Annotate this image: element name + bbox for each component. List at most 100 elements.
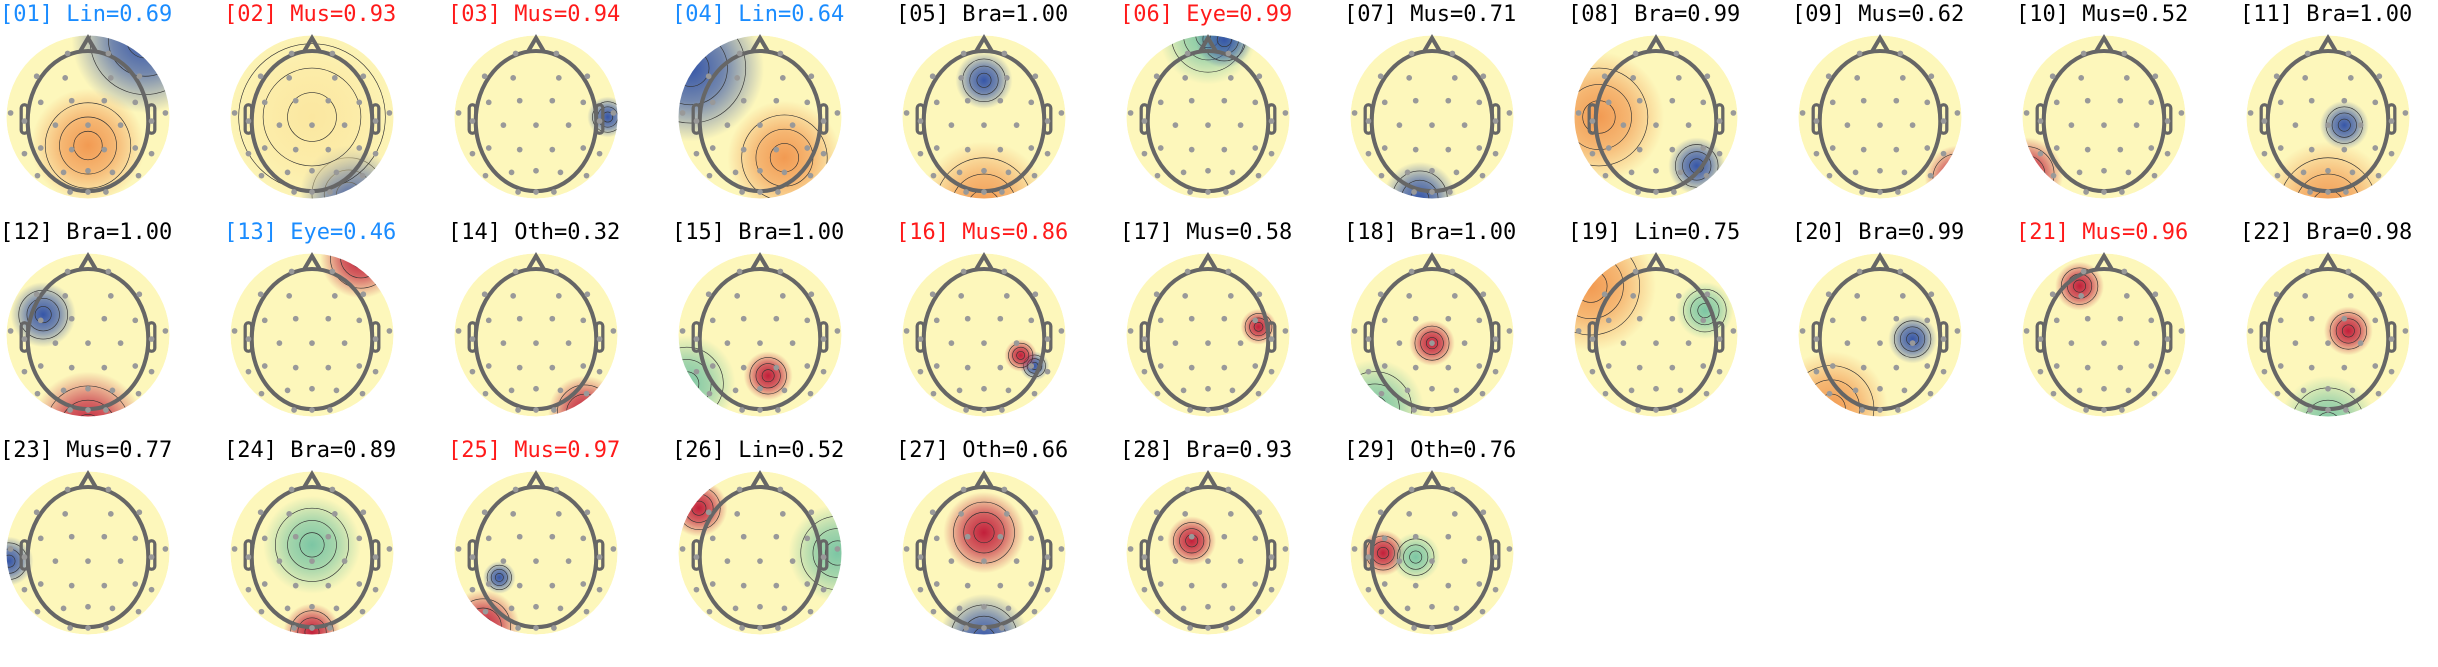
component-title: [16] Mus=0.86: [896, 220, 1069, 245]
electrode-marker: [1899, 293, 1906, 299]
electrode-marker: [2247, 328, 2254, 334]
electrode-marker: [1859, 407, 1865, 413]
electrode-marker: [1172, 122, 1179, 128]
component-class: Mus: [290, 2, 330, 27]
electrode-marker: [2053, 363, 2060, 369]
electrode-marker: [261, 363, 268, 369]
electrode-marker: [964, 97, 971, 104]
electrode-marker: [1268, 150, 1275, 157]
electrode-marker: [1704, 73, 1711, 80]
electrode-marker: [775, 407, 781, 413]
electrode-marker: [1255, 172, 1262, 179]
electrode-marker: [933, 363, 940, 369]
contour-line: [1350, 371, 1412, 417]
electrode-marker: [549, 364, 556, 371]
topomap: [1350, 469, 1514, 635]
electrode-marker: [68, 315, 75, 322]
electrode-marker: [1653, 340, 1659, 346]
electrode-marker: [2325, 189, 2331, 195]
contour-line: [304, 624, 320, 635]
electrode-marker: [1653, 407, 1659, 413]
electrode-marker: [360, 291, 367, 298]
left-ear-icon: [243, 321, 254, 353]
electrode-marker: [107, 293, 114, 299]
electrode-marker: [1893, 315, 1900, 322]
electrode-marker: [1826, 390, 1833, 397]
electrode-marker: [917, 336, 924, 342]
electrode-marker: [333, 169, 340, 176]
electrode-marker: [2341, 364, 2348, 371]
electrode-marker: [2101, 385, 2107, 392]
component-title: [10] Mus=0.52: [2016, 2, 2189, 27]
component-score: 0.99: [1239, 2, 1293, 27]
contour-line: [73, 414, 103, 417]
component-score: 0.98: [2359, 220, 2413, 245]
component-topomap: [29] Oth=0.76: [1344, 437, 1568, 655]
electrode-marker: [68, 97, 75, 104]
electrode-marker: [1255, 608, 1262, 615]
electrode-marker: [500, 340, 507, 346]
component-topomap: [07] Mus=0.71: [1344, 1, 1568, 219]
component-topomap: [28] Bra=0.93: [1120, 437, 1344, 655]
electrode-marker: [1188, 364, 1195, 371]
electrode-marker: [580, 99, 587, 106]
nose-icon: [974, 33, 994, 53]
electrode-marker: [2068, 122, 2075, 128]
electrode-marker: [1044, 336, 1051, 342]
component-class: Mus: [2082, 220, 2122, 245]
electrode-marker: [999, 407, 1005, 413]
topomap: [1574, 33, 1738, 199]
electrode-marker: [1141, 554, 1148, 560]
component-score: 0.99: [1911, 220, 1965, 245]
contour-line: [1016, 350, 1026, 360]
electrode-marker: [286, 293, 293, 299]
component-title: [08] Bra=0.99: [1568, 2, 1741, 27]
electrode-marker: [555, 75, 562, 81]
electrode-marker: [2388, 336, 2395, 342]
contour-line: [2329, 312, 2368, 350]
electrode-marker: [903, 110, 910, 116]
electrode-marker: [580, 317, 587, 324]
electrode-marker: [292, 533, 299, 540]
electrode-marker: [68, 582, 75, 589]
contour-line: [2295, 173, 2361, 199]
electrode-marker: [1044, 150, 1051, 157]
electrode-marker: [1669, 315, 1676, 322]
topomap: [1798, 251, 1962, 417]
electrode-marker: [705, 291, 712, 298]
electrode-marker: [309, 625, 315, 631]
electrode-marker: [820, 586, 827, 593]
component-class: Bra: [962, 2, 1002, 27]
electrode-marker: [2261, 118, 2268, 124]
electrode-marker: [1954, 110, 1961, 116]
electrode-marker: [292, 582, 299, 589]
electrode-marker: [1813, 368, 1820, 375]
electrode-marker: [136, 509, 143, 516]
electrode-marker: [1506, 110, 1513, 116]
electrode-marker: [779, 75, 786, 81]
electrode-marker: [2076, 387, 2083, 394]
contour-line: [490, 568, 508, 586]
electrode-marker: [356, 145, 363, 151]
component-class: Bra: [66, 220, 106, 245]
electrode-marker: [288, 268, 295, 275]
nose-icon: [1646, 33, 1666, 53]
electrode-marker: [1628, 169, 1635, 176]
electrode-marker: [1411, 625, 1417, 631]
left-ear-icon: [1139, 321, 1150, 353]
electrode-marker: [1153, 509, 1160, 516]
electrode-marker: [1223, 407, 1229, 413]
left-ear-icon: [19, 103, 30, 135]
electrode-marker: [557, 169, 564, 176]
electrode-marker: [1013, 558, 1020, 564]
component-class: Bra: [2306, 2, 2346, 27]
electrode-marker: [1182, 293, 1189, 299]
component-score: 0.99: [1687, 2, 1741, 27]
electrode-marker: [583, 608, 590, 615]
component-id: [06]: [1120, 2, 1173, 27]
electrode-marker: [2345, 268, 2352, 275]
electrode-marker: [2375, 390, 2382, 397]
electrode-marker: [2121, 268, 2128, 275]
contour-line: [1173, 522, 1211, 560]
electrode-marker: [132, 145, 139, 151]
